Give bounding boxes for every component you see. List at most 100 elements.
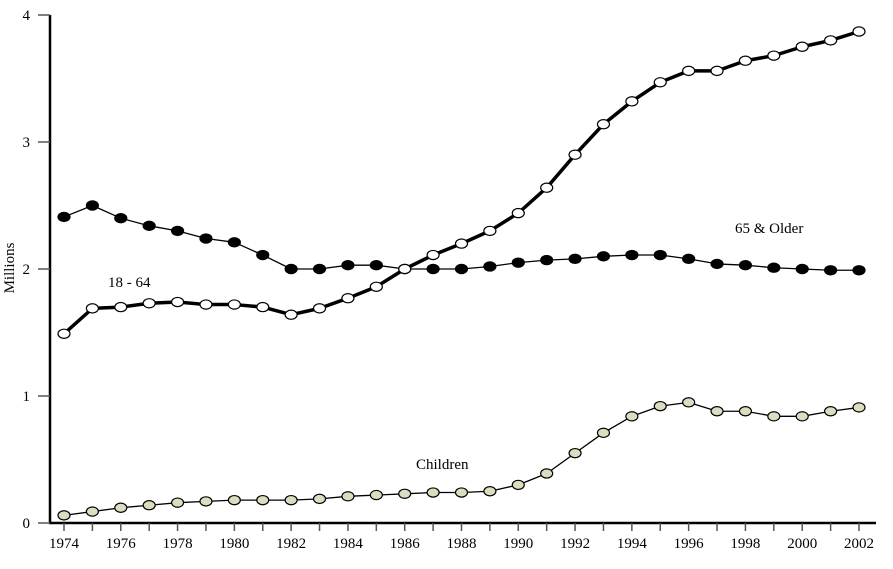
data-point-18-64-1981 [256,301,270,313]
y-tick-label: 4 [23,8,31,24]
y-tick-label: 3 [23,135,31,151]
data-point-65-older-1975 [85,200,99,211]
data-point-65-older-1976 [114,212,128,224]
data-point-65-older-1999 [767,262,781,273]
data-point-children-1979 [199,496,213,507]
x-tick-label: 1996 [674,536,705,552]
data-point-18-64-1982 [284,309,298,320]
data-point-children-1978 [170,497,185,508]
y-tick-label: 1 [23,389,31,405]
data-point-children-1977 [142,500,156,511]
x-tick-label: 2000 [787,536,817,552]
x-tick-label: 1994 [617,536,648,552]
data-point-65-older-1987 [426,263,440,275]
series-label-65-older: 65 & Older [735,221,803,237]
series-65-older [57,200,866,276]
data-point-children-1975 [85,506,99,517]
data-point-65-older-1994 [625,249,639,261]
data-point-18-64-1998 [738,55,753,66]
data-point-18-64-1987 [426,249,440,261]
data-point-children-1986 [398,488,412,499]
series-label-children: Children [416,457,469,473]
data-point-18-64-1975 [85,303,99,314]
data-point-18-64-1980 [227,299,241,310]
series-18-64 [57,26,866,339]
data-point-18-64-1974 [57,328,71,339]
x-tick-label: 1974 [49,536,80,552]
data-point-18-64-1983 [312,303,327,314]
x-tick-label: 1978 [163,536,193,552]
data-point-children-1997 [710,406,724,417]
series-line-65-older [63,204,859,271]
data-point-children-1983 [312,493,327,505]
data-point-18-64-1977 [142,298,156,309]
data-point-children-1980 [227,494,241,506]
data-point-65-older-1990 [511,257,525,268]
data-point-65-older-1974 [57,211,71,223]
data-point-65-older-2000 [795,263,809,275]
x-tick-label: 1986 [390,536,421,552]
data-point-18-64-1979 [199,299,213,310]
data-point-65-older-1979 [199,233,213,244]
data-point-18-64-1992 [568,149,582,160]
y-axis-label: Millions [2,242,18,293]
data-point-children-1998 [738,406,753,417]
data-point-children-1976 [114,502,128,513]
x-tick-label: 1984 [333,536,364,552]
data-point-65-older-1982 [284,263,298,275]
series-line-18-64 [62,29,860,336]
data-point-65-older-1995 [653,249,667,261]
data-point-children-1985 [369,489,383,501]
data-point-65-older-2001 [824,265,838,276]
x-tick-label: 2002 [844,536,874,552]
x-tick-label: 1992 [560,536,590,552]
data-point-18-64-1990 [511,207,525,219]
data-point-children-1993 [596,427,611,439]
data-point-18-64-1999 [767,50,781,61]
data-point-children-2000 [795,411,809,422]
data-point-18-64-1989 [483,225,497,237]
data-point-children-1999 [767,411,781,422]
data-point-children-1990 [511,479,525,491]
data-point-children-2002 [852,402,866,413]
data-point-65-older-1981 [256,249,270,261]
data-point-18-64-1993 [596,119,611,130]
data-point-children-1981 [256,494,270,506]
data-point-children-1995 [653,400,667,412]
x-tick-label: 1976 [106,536,137,552]
data-point-18-64-1994 [625,96,639,107]
y-tick-label: 0 [23,516,31,532]
data-point-18-64-1976 [114,301,128,313]
data-point-18-64-1995 [653,77,667,88]
series-children [57,397,866,521]
data-point-18-64-1985 [369,281,383,292]
data-point-65-older-1977 [142,220,156,232]
data-point-65-older-1993 [596,251,611,262]
data-point-18-64-2000 [795,41,809,52]
data-point-65-older-1978 [170,225,185,237]
data-point-children-1992 [568,447,582,459]
data-point-children-1982 [284,494,298,506]
data-point-65-older-1998 [738,259,753,271]
data-point-18-64-1984 [341,293,355,304]
x-tick-label: 1980 [219,536,249,552]
data-point-children-1991 [540,468,554,479]
data-point-children-1984 [341,491,355,502]
x-tick-label: 1988 [447,536,477,552]
data-point-18-64-1988 [454,238,469,249]
data-point-children-1974 [57,510,71,521]
data-point-65-older-1996 [682,253,696,265]
data-point-children-1987 [426,487,440,498]
data-point-65-older-1983 [312,263,327,275]
data-point-65-older-1985 [369,259,383,271]
data-point-65-older-1997 [710,258,724,270]
data-point-65-older-2002 [852,265,866,276]
data-point-65-older-1980 [227,237,241,248]
x-tick-label: 1998 [730,536,760,552]
data-point-children-1988 [454,487,469,498]
data-point-65-older-1991 [540,254,554,266]
data-point-children-2001 [824,406,838,417]
data-point-65-older-1984 [341,259,355,271]
data-point-65-older-1988 [454,263,469,275]
